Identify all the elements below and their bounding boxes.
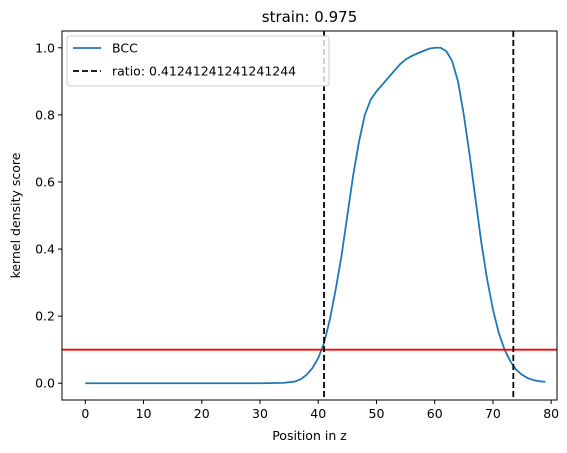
legend-label-bcc: BCC xyxy=(112,41,138,56)
x-tick-label: 40 xyxy=(310,406,326,421)
chart-title: strain: 0.975 xyxy=(262,8,358,26)
series-line-bcc xyxy=(85,46,546,385)
x-tick-label: 0 xyxy=(81,406,89,421)
legend: BCC ratio: 0.41241241241241244 xyxy=(66,35,330,87)
y-tick-label: 0.2 xyxy=(35,309,55,324)
x-tick-label: 70 xyxy=(485,406,501,421)
y-tick-label: 0.8 xyxy=(35,107,55,122)
y-tick-label: 0.6 xyxy=(35,174,55,189)
y-axis-label: kernel density score xyxy=(8,152,23,278)
plot-area xyxy=(62,31,557,400)
x-tick-label: 50 xyxy=(369,406,385,421)
x-tick-label: 10 xyxy=(136,406,152,421)
x-tick-label: 60 xyxy=(427,406,443,421)
axes-frame xyxy=(61,30,558,401)
y-tick-label: 0.0 xyxy=(35,376,55,391)
x-axis-label: Position in z xyxy=(272,428,347,443)
x-tick-label: 30 xyxy=(252,406,268,421)
x-tick-label: 20 xyxy=(194,406,210,421)
y-tick-label: 0.4 xyxy=(35,242,55,257)
legend-label-ratio: ratio: 0.41241241241241244 xyxy=(112,64,296,79)
y-tick-label: 1.0 xyxy=(35,40,55,55)
y-axis-ticks: 0.0 0.2 0.4 0.6 0.8 1.0 xyxy=(35,40,62,391)
legend-box xyxy=(66,35,330,87)
x-tick-label: 80 xyxy=(543,406,559,421)
x-axis-ticks: 0 10 20 30 40 50 60 70 80 xyxy=(81,400,559,421)
